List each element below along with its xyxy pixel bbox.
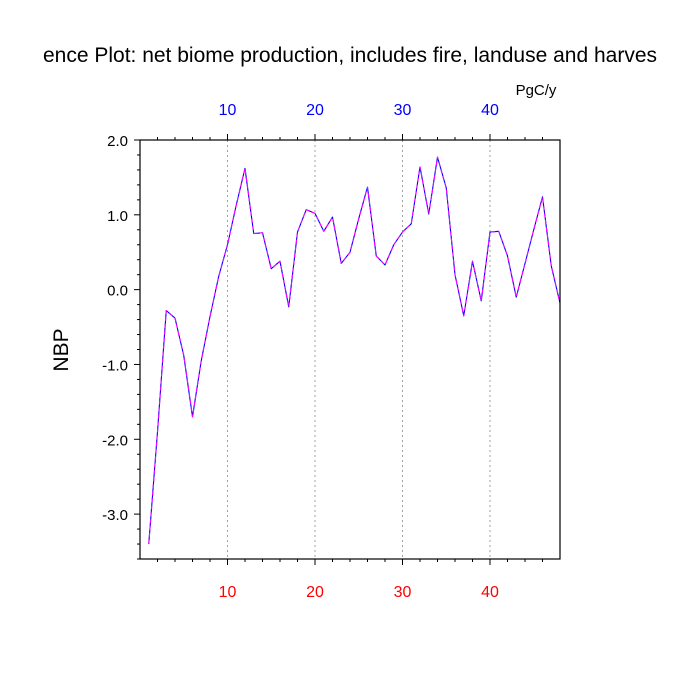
series-layer xyxy=(148,156,561,545)
x-bottom-tick-label-3: 40 xyxy=(481,584,499,601)
chart-title: ence Plot: net biome production, include… xyxy=(43,44,657,67)
y-tick-label-1: 1.0 xyxy=(107,208,128,225)
x-top-tick-label-1: 20 xyxy=(306,102,324,119)
x-bottom-tick-label-1: 20 xyxy=(306,584,324,601)
x-top-tick-label-2: 30 xyxy=(394,102,412,119)
x-bottom-tick-label-2: 30 xyxy=(394,584,412,601)
series-dash-0 xyxy=(148,156,561,545)
label-layer: 2.0 1.0 0.0 -1.0 -2.0 -3.0 10 20 30 40 10 20 30 40 xyxy=(102,102,499,601)
x-bottom-tick-label-0: 10 xyxy=(219,584,237,601)
y-tick-label-4: -2.0 xyxy=(102,432,128,449)
y-tick-label-2: 0.0 xyxy=(107,283,128,300)
units-label: PgC/y xyxy=(516,82,557,99)
y-tick-label-5: -3.0 xyxy=(102,507,128,524)
tick-layer xyxy=(134,134,543,565)
y-tick-label-3: -1.0 xyxy=(102,357,128,374)
y-tick-label-0: 2.0 xyxy=(107,133,128,150)
x-top-tick-label-0: 10 xyxy=(219,102,237,119)
x-top-tick-label-3: 40 xyxy=(481,102,499,119)
y-axis-label: NBP xyxy=(50,328,73,371)
